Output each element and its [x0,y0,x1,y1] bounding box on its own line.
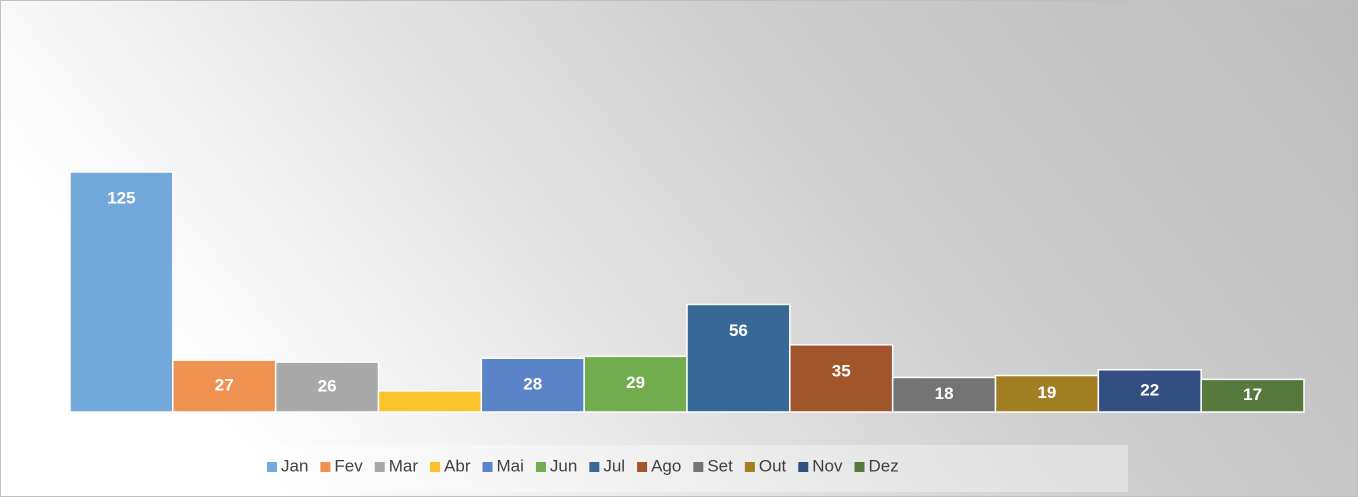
legend-box [258,445,1128,492]
bar [789,344,894,413]
legend-swatch [374,462,385,472]
legend-swatch [430,462,441,472]
legend-swatch [320,462,331,472]
bar [172,359,277,413]
data-label: 125 [107,188,135,207]
legend-label: Jul [603,456,625,475]
legend-swatch [482,462,493,472]
bar [69,171,174,413]
legend-label: Mar [389,456,419,475]
legend-swatch [693,462,704,472]
data-label: 22 [1140,380,1159,399]
legend-swatch [854,462,865,472]
data-label: 56 [729,321,748,340]
legend-label: Set [707,456,733,475]
data-label: 28 [523,375,542,394]
legend-label: Jan [281,456,308,475]
data-label: 27 [215,376,234,395]
legend-swatch [535,462,546,472]
legend-swatch [637,462,648,472]
legend-swatch [267,462,277,472]
data-label: 29 [626,373,645,392]
bar [583,355,688,413]
legend-label: Nov [812,456,843,475]
bar [274,361,380,413]
bar [377,390,483,413]
legend-swatch [589,462,600,472]
bar [1097,369,1202,413]
legend-swatch [744,462,755,472]
legend-label: Fev [334,456,363,475]
legend-label: Ago [651,456,681,475]
legend-label: Mai [497,456,524,475]
legend-label: Jun [550,456,577,475]
data-label: 17 [1243,385,1262,404]
data-label: 19 [1037,383,1056,402]
data-label: 18 [935,384,954,403]
data-label: 26 [318,377,337,396]
bar [480,357,585,413]
bar [1200,378,1305,413]
legend-label: Out [759,456,787,475]
bar [686,303,791,413]
data-label: 35 [832,361,851,380]
legend-swatch [798,462,809,472]
legend-label: Abr [444,456,471,475]
bar [994,374,1100,413]
legend-label: Dez [869,456,899,475]
